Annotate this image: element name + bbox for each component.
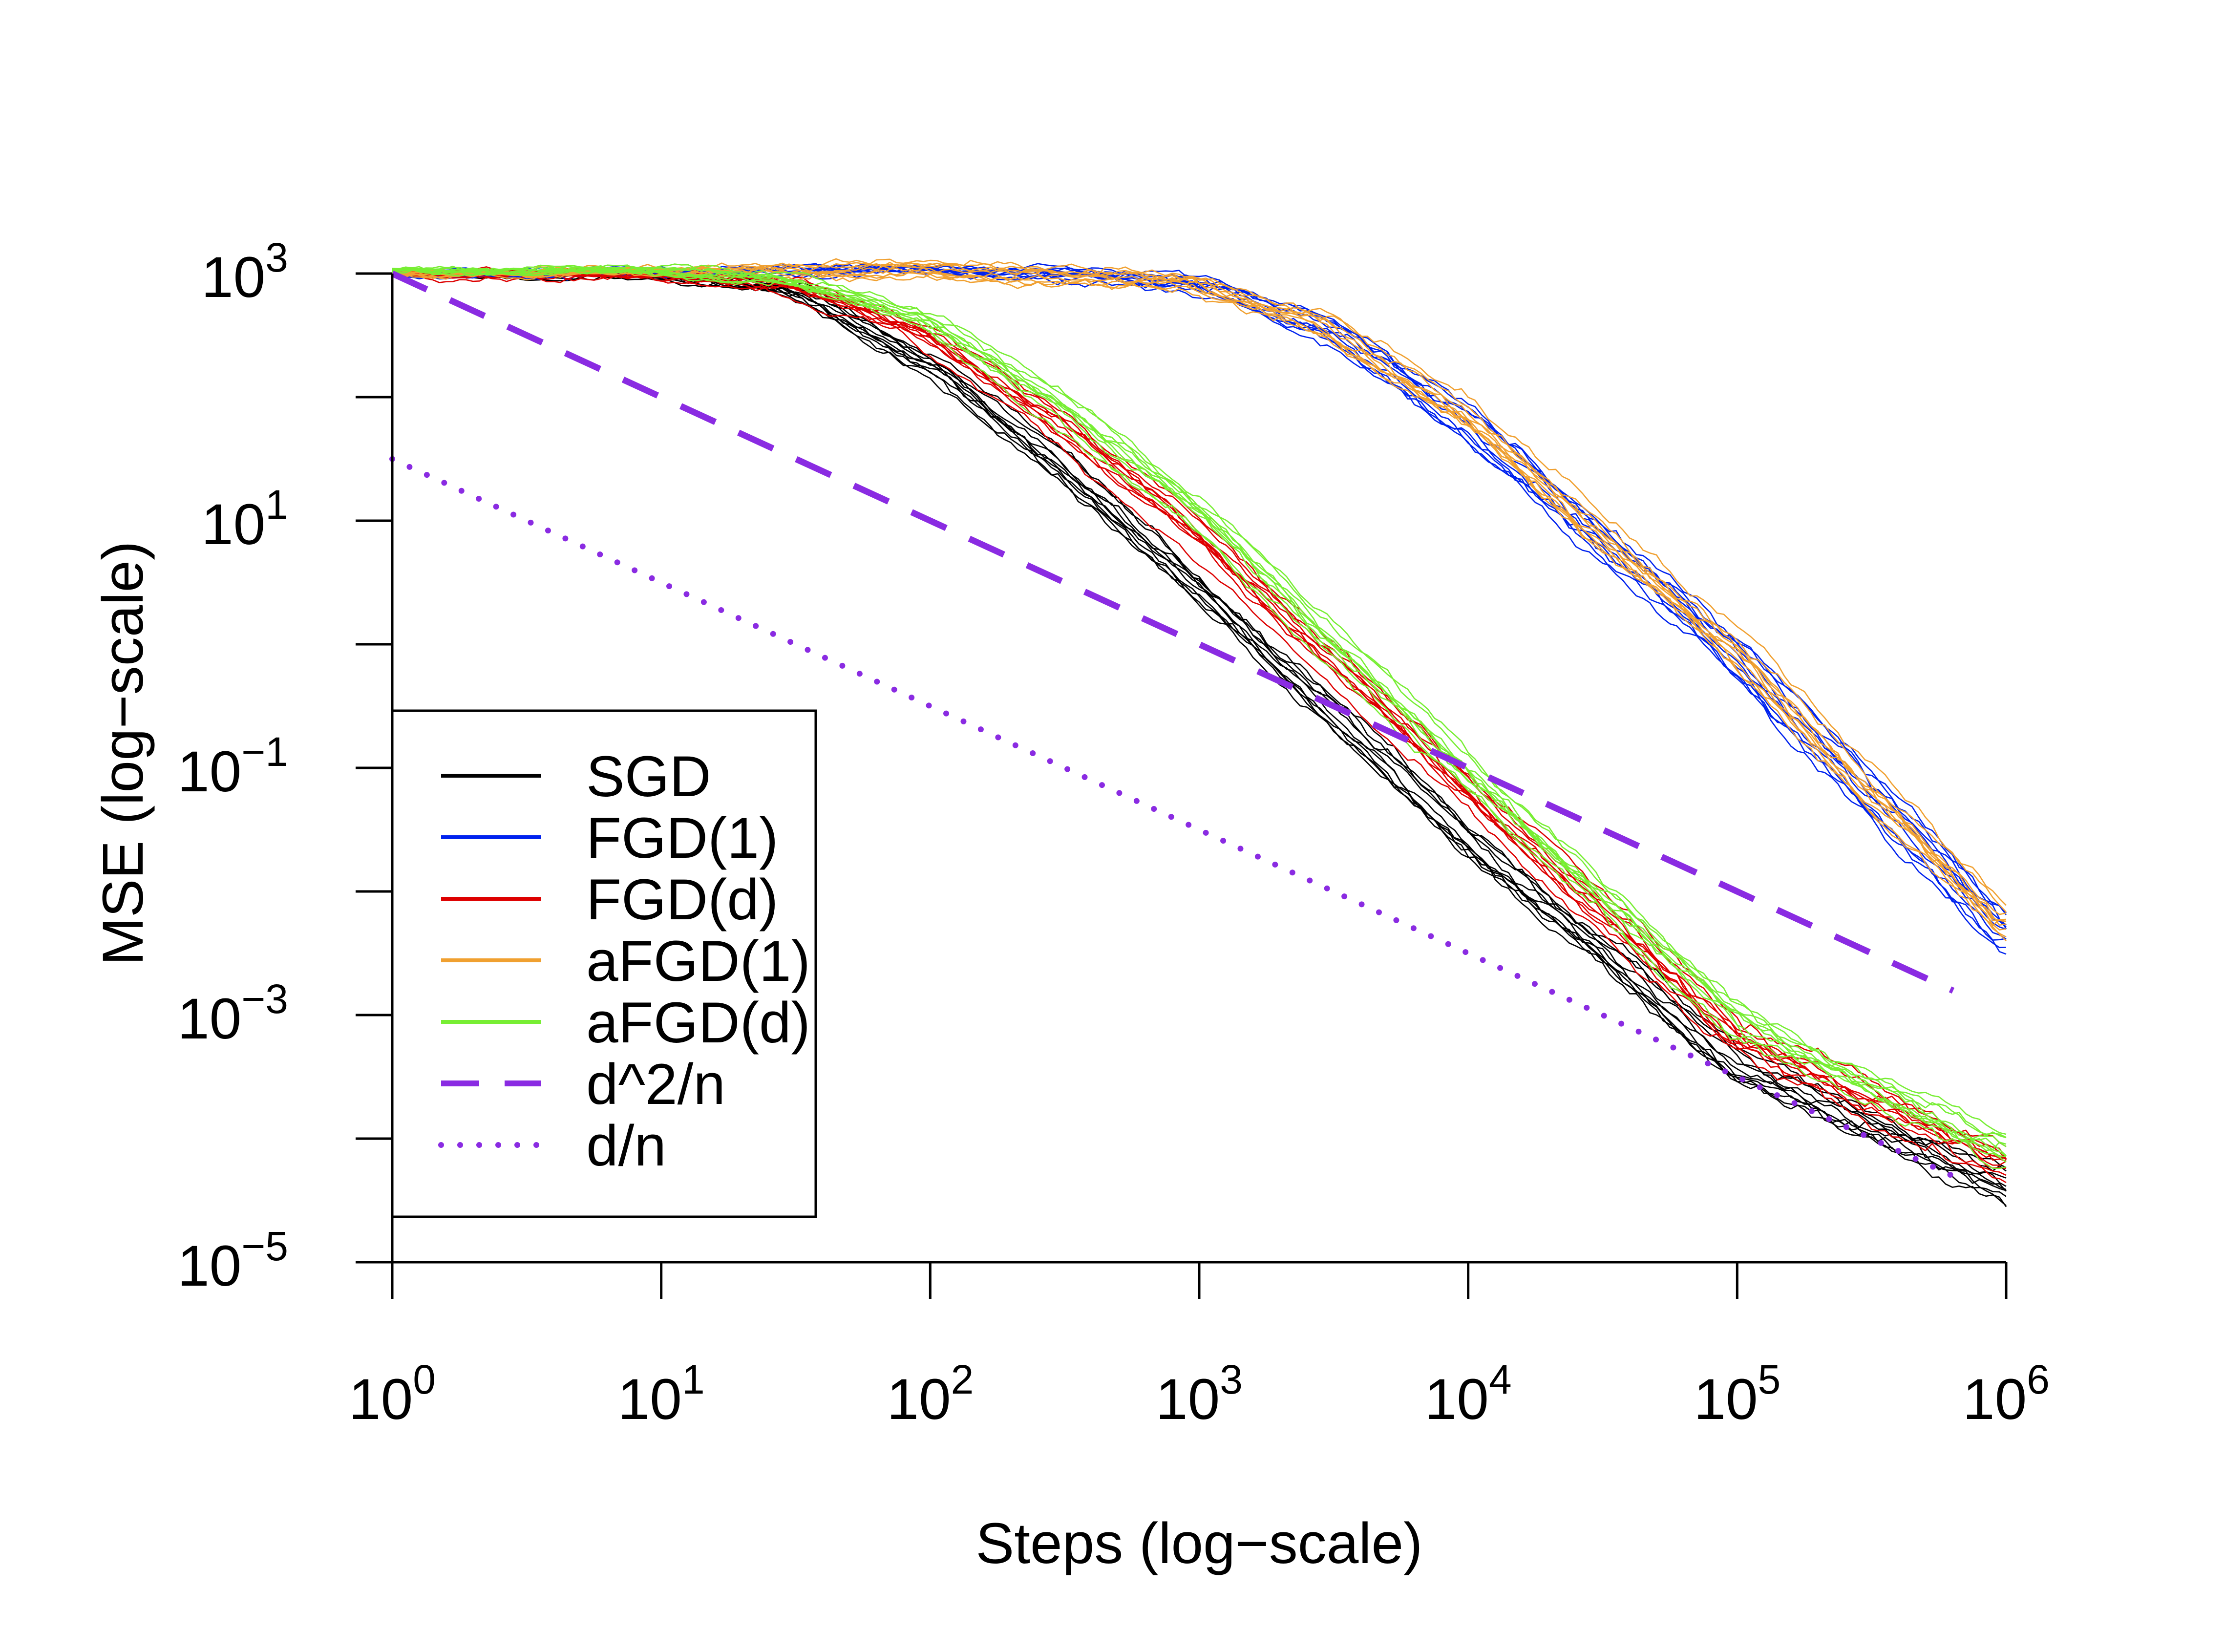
run-line-afgd-d (392, 267, 2007, 1157)
reference-lines-layer (389, 271, 1963, 1182)
legend-label-fgd-1: FGD(1) (586, 806, 778, 870)
x-tick-label: 105 (1694, 1356, 1780, 1432)
legend-label-fgd-d: FGD(d) (586, 868, 778, 932)
run-line-afgd-1 (392, 270, 2007, 938)
y-tick-label: 10−3 (177, 976, 288, 1051)
x-tick-label: 100 (349, 1356, 436, 1432)
y-tick-label: 101 (201, 482, 288, 557)
run-line-afgd-d (392, 268, 2007, 1158)
x-axis-label: Steps (log−scale) (976, 1511, 1423, 1576)
series-runs-layer (392, 258, 2007, 1207)
y-tick-label: 10−1 (177, 729, 288, 804)
run-line-afgd-d (392, 265, 2007, 1139)
x-tick-label: 106 (1963, 1356, 2050, 1432)
run-line-afgd-d (392, 266, 2007, 1135)
legend-label-afgd-d: aFGD(d) (586, 991, 810, 1055)
run-line-afgd-d (392, 267, 2007, 1163)
legend-box (391, 709, 817, 1218)
run-line-sgd (392, 269, 2007, 1191)
reference-line-d-2-n (391, 271, 1955, 994)
run-line-fgd-d (392, 266, 2007, 1184)
y-axis-label: MSE (log−scale) (91, 541, 155, 966)
x-tick-label: 103 (1156, 1356, 1243, 1432)
reference-line-d-n (389, 456, 1963, 1182)
y-tick-label: 103 (201, 234, 288, 310)
legend-label-afgd-1: aFGD(1) (586, 929, 810, 994)
legend-label-d-2-n: d^2/n (586, 1052, 725, 1117)
series-afgd-d (392, 263, 2007, 1169)
axes-layer: 100 101 102 103 104 105 106 103 101 10−1 10−3 10−5 (177, 234, 2050, 1432)
legend-label-sgd: SGD (586, 744, 711, 809)
x-tick-label: 101 (618, 1356, 705, 1432)
x-tick-label: 104 (1425, 1356, 1512, 1432)
x-tick-label: 102 (887, 1356, 974, 1432)
y-tick-label: 10−5 (177, 1223, 288, 1298)
legend-label-d-n: d/n (586, 1114, 666, 1178)
